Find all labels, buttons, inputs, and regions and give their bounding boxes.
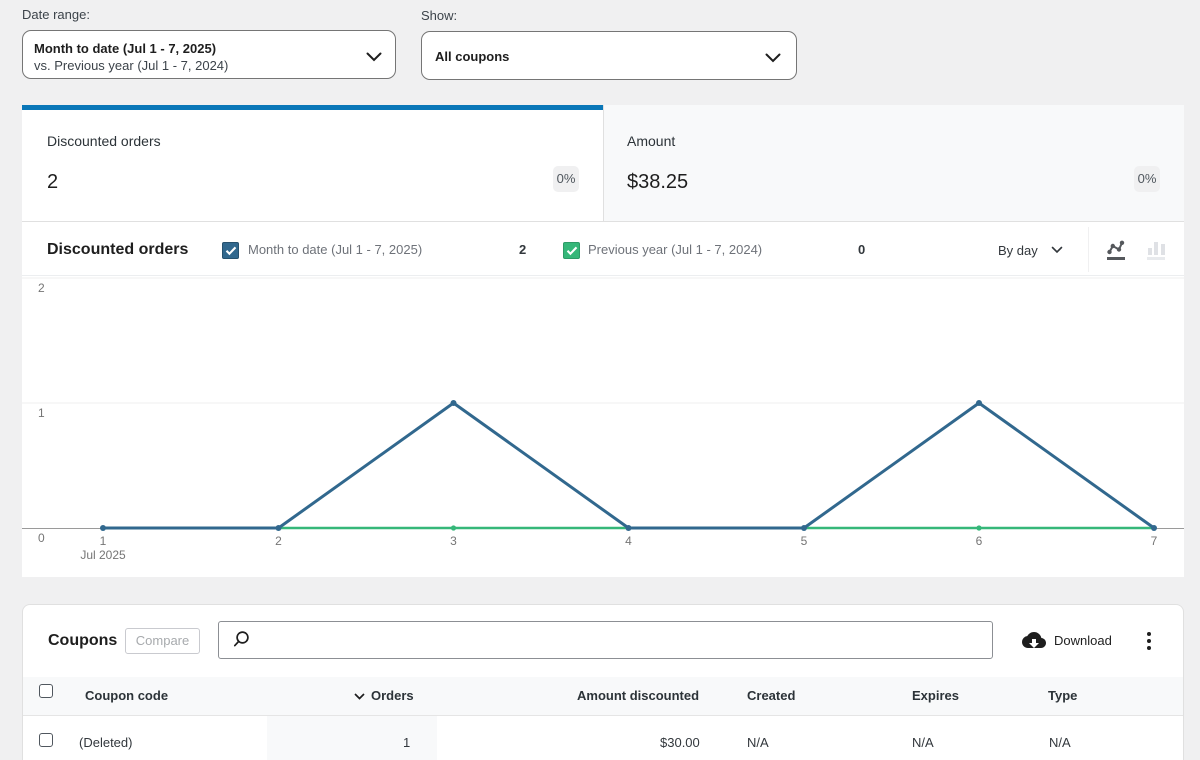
svg-text:6: 6 — [976, 534, 983, 548]
svg-text:3: 3 — [450, 534, 457, 548]
svg-text:2: 2 — [38, 281, 45, 295]
svg-text:1: 1 — [38, 406, 45, 420]
svg-text:4: 4 — [625, 534, 632, 548]
svg-text:Jul 2025: Jul 2025 — [80, 548, 126, 562]
svg-text:7: 7 — [1151, 534, 1158, 548]
svg-text:0: 0 — [38, 531, 45, 545]
svg-text:1: 1 — [100, 534, 107, 548]
svg-text:2: 2 — [275, 534, 282, 548]
svg-text:5: 5 — [801, 534, 808, 548]
